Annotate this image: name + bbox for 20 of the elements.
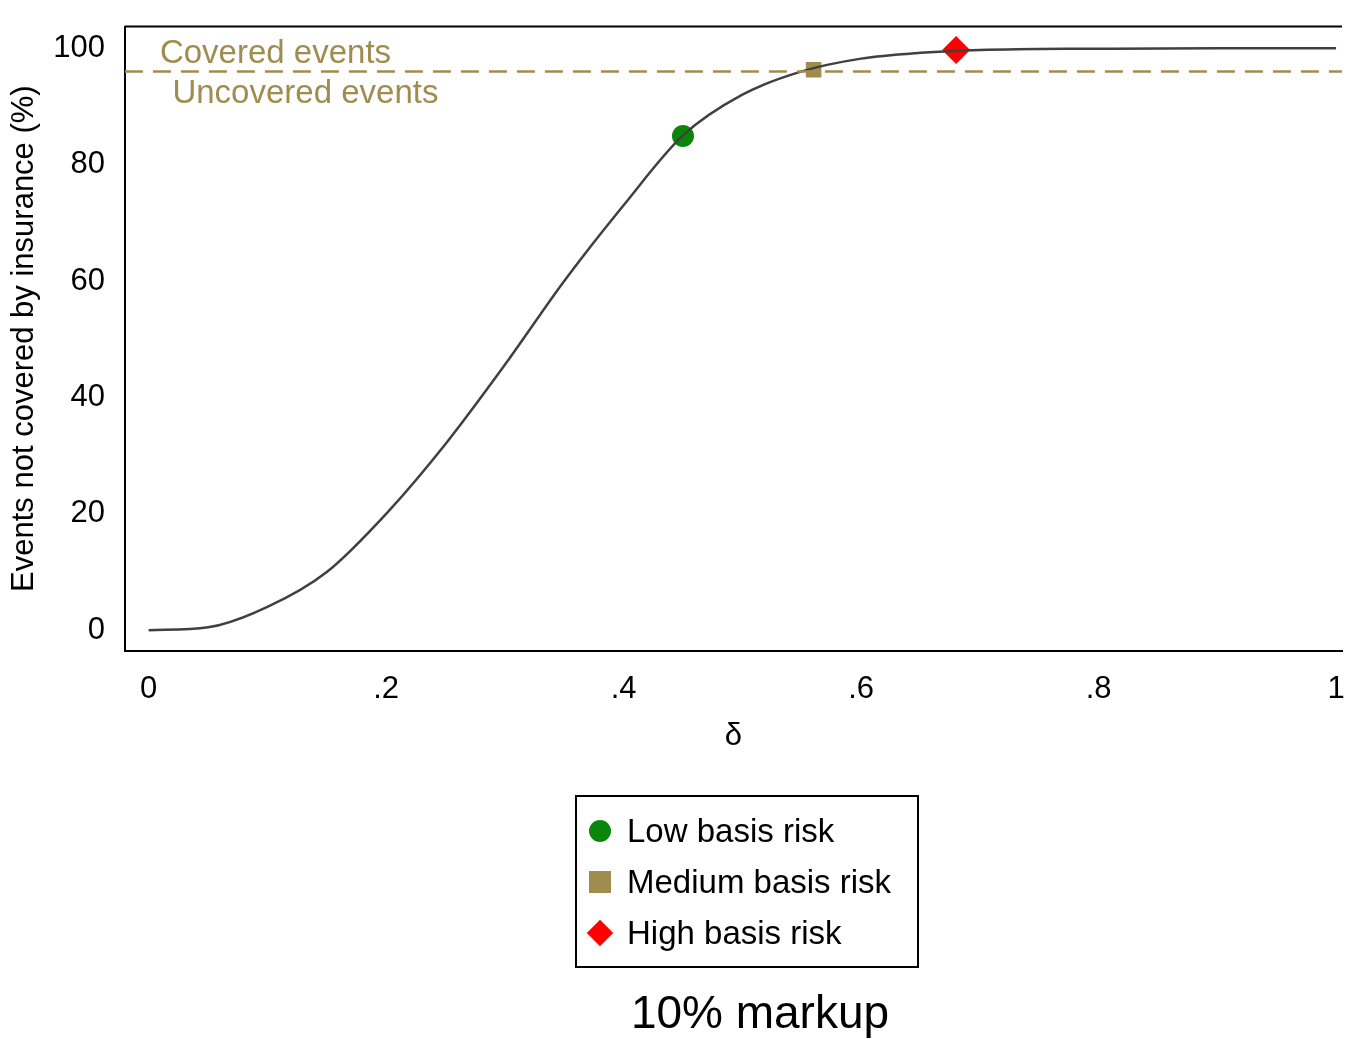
annotation: Uncovered events	[172, 73, 439, 111]
y-tick-label: 60	[70, 261, 105, 297]
y-tick-label: 100	[53, 28, 105, 64]
x-tick-label: 1	[1327, 669, 1345, 705]
legend-label: High basis risk	[627, 913, 842, 952]
y-tick-label: 20	[70, 494, 105, 530]
ref-line-label: Covered events	[159, 33, 392, 71]
x-tick-label: .8	[1085, 669, 1112, 705]
text: 10% markup	[629, 985, 891, 1039]
x-tick-label: 0	[140, 669, 158, 705]
x-tick-label: .2	[373, 669, 400, 705]
y-tick-label: 40	[70, 377, 105, 413]
y-tick-label: 0	[87, 610, 105, 646]
x-axis-title: δ	[724, 716, 743, 752]
y-tick-label: 80	[70, 145, 105, 181]
legend-label: Medium basis risk	[627, 862, 892, 901]
legend-label: Low basis risk	[627, 811, 835, 850]
x-tick-label: .6	[848, 669, 875, 705]
x-tick-label: .4	[610, 669, 637, 705]
y-axis-title: Events not covered by insurance (%)	[5, 85, 41, 592]
